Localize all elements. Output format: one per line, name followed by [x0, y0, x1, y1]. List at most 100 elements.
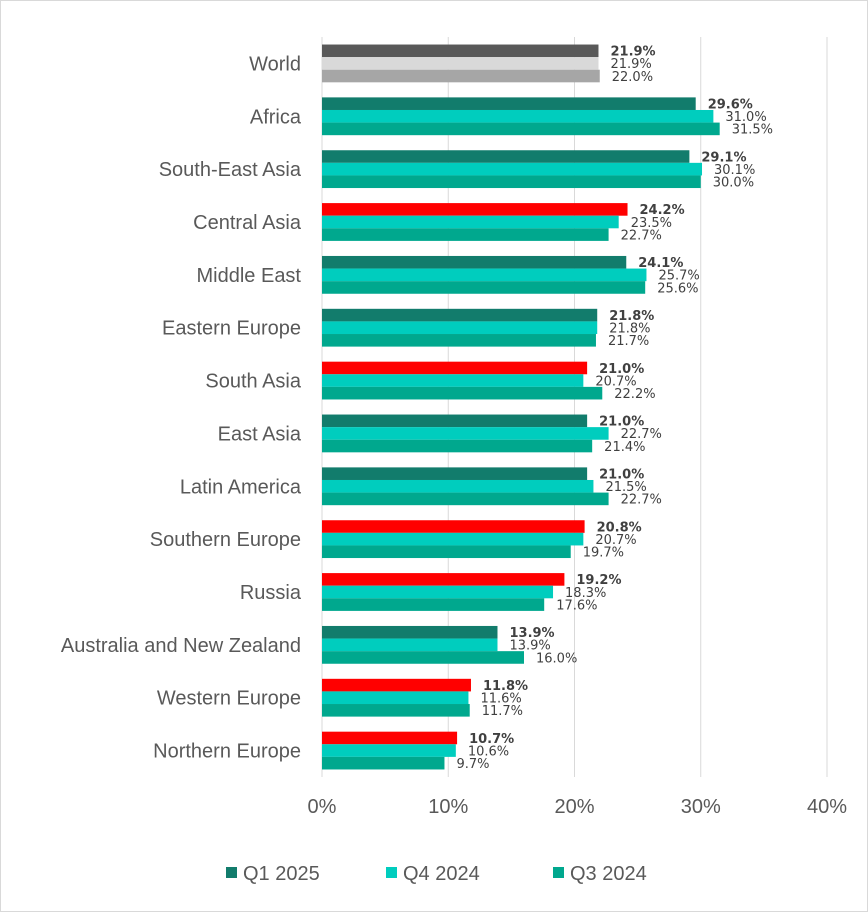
category-label: Latin America	[180, 476, 302, 498]
bar	[322, 308, 598, 322]
data-label: 11.7%	[482, 704, 523, 719]
bar	[322, 625, 498, 639]
bar	[322, 44, 599, 58]
data-label: 25.7%	[658, 269, 699, 284]
legend-label: Q3 2024	[570, 863, 647, 885]
bar	[322, 215, 619, 229]
data-label: 25.6%	[657, 281, 698, 296]
data-label: 31.0%	[725, 110, 766, 125]
bar	[322, 386, 603, 400]
category-label: Southern Europe	[150, 529, 301, 551]
data-label: 21.4%	[604, 440, 645, 455]
data-label: 21.0%	[599, 467, 644, 482]
bar	[322, 704, 470, 717]
data-label: 24.2%	[640, 203, 685, 218]
data-label: 31.5%	[732, 123, 773, 138]
data-label: 22.0%	[612, 70, 653, 85]
bar	[322, 109, 714, 123]
x-tick-label: 10%	[428, 796, 468, 818]
category-label: Central Asia	[193, 212, 302, 234]
bar	[322, 361, 588, 375]
data-label: 21.0%	[599, 415, 644, 430]
data-label: 21.8%	[609, 309, 654, 324]
bar	[322, 598, 545, 611]
data-label: 18.3%	[565, 586, 606, 601]
data-label: 20.8%	[597, 520, 642, 535]
data-label: 13.9%	[509, 626, 554, 641]
bar	[322, 678, 471, 692]
bar	[322, 122, 720, 136]
data-label: 22.7%	[621, 493, 662, 508]
data-label: 23.5%	[631, 216, 672, 231]
bar	[322, 532, 584, 546]
legend-label: Q4 2024	[403, 863, 480, 885]
data-label: 22.7%	[621, 427, 662, 442]
data-label: 13.9%	[509, 639, 550, 654]
x-tick-label: 0%	[308, 796, 337, 818]
data-label: 10.7%	[469, 732, 514, 747]
data-label: 21.9%	[610, 45, 655, 60]
category-label: East Asia	[218, 423, 302, 445]
data-label: 19.7%	[583, 546, 624, 561]
bar	[322, 321, 598, 335]
bar	[322, 731, 458, 745]
data-label: 20.7%	[595, 533, 636, 548]
bar	[322, 585, 554, 599]
data-label: 16.0%	[536, 651, 577, 666]
bar	[322, 492, 609, 506]
category-label: Northern Europe	[153, 741, 301, 763]
category-label: Eastern Europe	[162, 318, 301, 340]
bar	[322, 228, 609, 241]
data-label: 29.6%	[708, 97, 753, 112]
bar	[322, 414, 588, 428]
data-label: 21.9%	[610, 57, 651, 72]
x-tick-label: 30%	[681, 796, 721, 818]
data-label: 21.0%	[599, 362, 644, 377]
bar	[322, 479, 594, 493]
category-label: Western Europe	[157, 688, 301, 710]
category-label: Australia and New Zealand	[61, 635, 301, 657]
x-tick-label: 40%	[807, 796, 847, 818]
bar	[322, 150, 690, 163]
category-label: Russia	[240, 582, 302, 604]
bar	[322, 744, 456, 757]
data-label: 21.7%	[608, 334, 649, 349]
bar	[322, 756, 445, 770]
category-label: Middle East	[197, 265, 302, 287]
bar	[322, 545, 571, 559]
data-label: 10.6%	[468, 744, 509, 759]
legend-label: Q1 2025	[243, 863, 320, 885]
bar	[322, 573, 565, 586]
legend-swatch	[386, 867, 397, 878]
category-label: World	[249, 53, 301, 75]
data-label: 21.8%	[609, 322, 650, 337]
data-label: 19.2%	[576, 573, 621, 588]
bar	[322, 162, 703, 176]
data-label: 29.1%	[701, 150, 746, 165]
data-label: 22.7%	[621, 228, 662, 243]
data-label: 21.5%	[605, 480, 646, 495]
data-label: 30.1%	[714, 163, 755, 178]
bar	[322, 203, 628, 216]
legend-swatch	[226, 867, 237, 878]
bar	[322, 175, 701, 189]
data-label: 11.8%	[483, 679, 528, 694]
bar	[322, 268, 647, 282]
bar	[322, 427, 609, 440]
data-label: 9.7%	[456, 757, 489, 772]
bar	[322, 255, 627, 269]
category-label: South-East Asia	[159, 159, 302, 181]
bar	[322, 97, 696, 110]
bar	[322, 281, 646, 294]
x-tick-label: 20%	[554, 796, 594, 818]
bar	[322, 57, 599, 70]
data-label: 30.0%	[713, 176, 754, 191]
data-label: 20.7%	[595, 374, 636, 389]
bar	[322, 651, 524, 664]
bar	[322, 638, 498, 652]
legend-swatch	[553, 867, 564, 878]
category-label: Africa	[250, 106, 302, 128]
bar	[322, 520, 585, 533]
